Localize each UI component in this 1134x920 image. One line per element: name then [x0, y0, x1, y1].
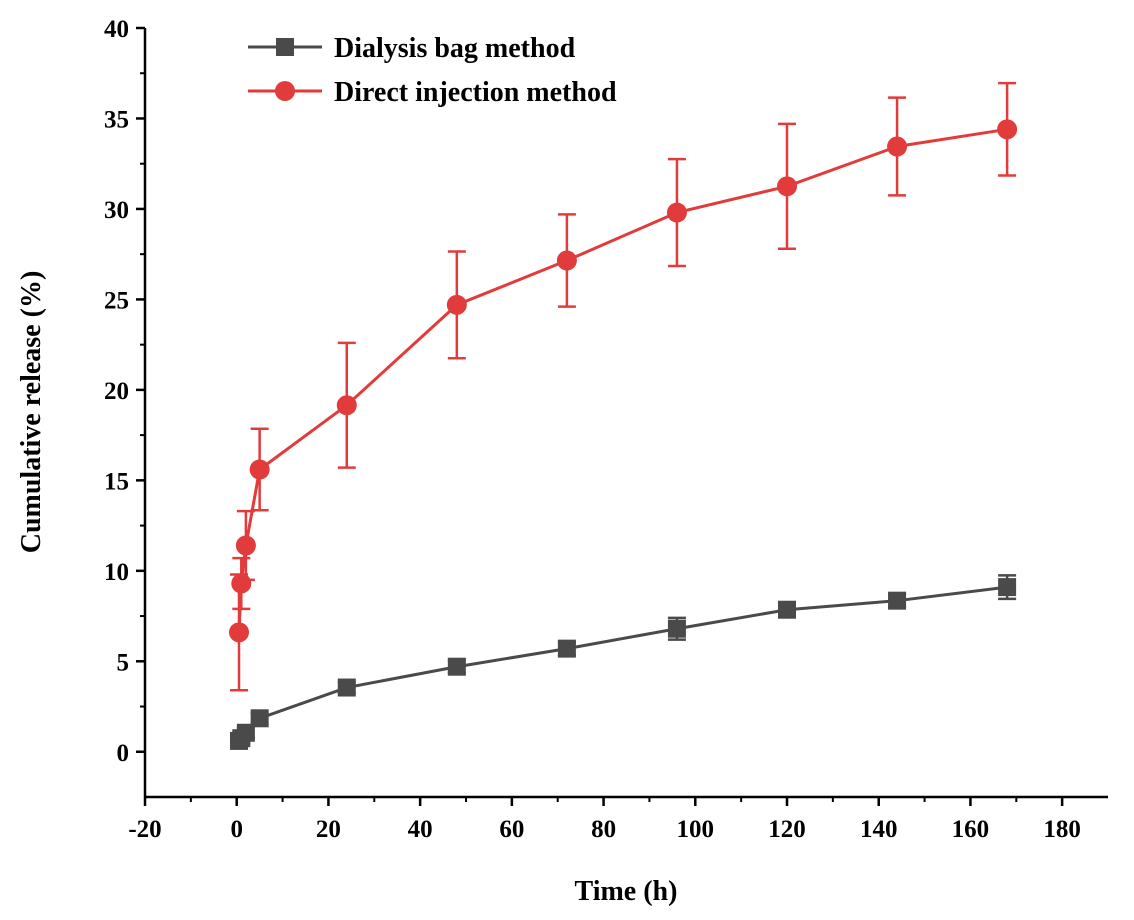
x-tick-label: 160	[952, 816, 990, 843]
data-point	[235, 535, 256, 556]
axis-ticks: 0 5 10 15 20 25 30 35 40 -20 0 20 40 60 80 100 120 140 160…	[104, 16, 1081, 843]
x-axis-title: Time (h)	[575, 876, 678, 907]
data-point	[249, 459, 270, 480]
x-tick-label: 120	[768, 816, 806, 843]
legend-item-dialysis: Dialysis bag method	[248, 33, 576, 64]
data-point	[236, 723, 255, 742]
data-point	[557, 639, 576, 658]
y-tick-label: 35	[104, 106, 129, 133]
y-tick-label: 15	[104, 468, 129, 495]
data-point	[887, 136, 908, 157]
legend-label-direct: Direct injection method	[334, 77, 617, 108]
y-tick-label: 10	[104, 559, 129, 586]
series-direct-injection	[229, 81, 1018, 692]
series-line	[237, 127, 1008, 633]
y-tick-label: 25	[104, 287, 129, 314]
legend-square-marker	[276, 38, 294, 56]
data-point	[556, 250, 577, 271]
y-tick-label: 30	[104, 197, 129, 224]
plot-area: 0 5 10 15 20 25 30 35 40 -20 0 20 40 60 80 100 120 140 160…	[104, 16, 1108, 843]
data-point	[229, 622, 250, 643]
data-point	[778, 600, 796, 619]
x-tick-label: 40	[408, 816, 433, 843]
data-point	[231, 573, 252, 594]
x-tick-label: 0	[230, 816, 243, 843]
data-point	[888, 591, 907, 610]
y-tick-label: 40	[104, 16, 129, 43]
data-point	[447, 657, 466, 676]
x-tick-label: 80	[591, 816, 616, 843]
data-point	[336, 395, 357, 416]
series-layer	[229, 81, 1018, 750]
y-tick-label: 5	[117, 649, 130, 676]
legend-item-direct: Direct injection method	[248, 77, 617, 108]
x-tick-label: 100	[677, 816, 715, 843]
data-point	[997, 119, 1018, 140]
data-point	[998, 578, 1017, 597]
data-point	[777, 176, 797, 197]
y-axis-title: Cumulative release (%)	[16, 271, 47, 554]
x-tick-label: 20	[316, 816, 341, 843]
y-tick-label: 20	[104, 378, 129, 405]
y-tick-label: 0	[117, 740, 130, 767]
series-line	[237, 585, 1008, 742]
x-tick-label: -20	[128, 816, 161, 843]
data-point	[666, 202, 687, 223]
legend: Dialysis bag method Direct injection met…	[248, 33, 617, 108]
data-point	[667, 619, 686, 638]
x-tick-label: 140	[860, 816, 898, 843]
legend-label-dialysis: Dialysis bag method	[334, 33, 576, 64]
series-dialysis-bag	[230, 574, 1017, 750]
x-tick-label: 60	[499, 816, 524, 843]
data-point	[337, 678, 356, 697]
data-point	[446, 294, 467, 315]
x-tick-label: 180	[1043, 816, 1081, 843]
data-point	[250, 709, 269, 728]
legend-circle-marker	[275, 81, 295, 101]
